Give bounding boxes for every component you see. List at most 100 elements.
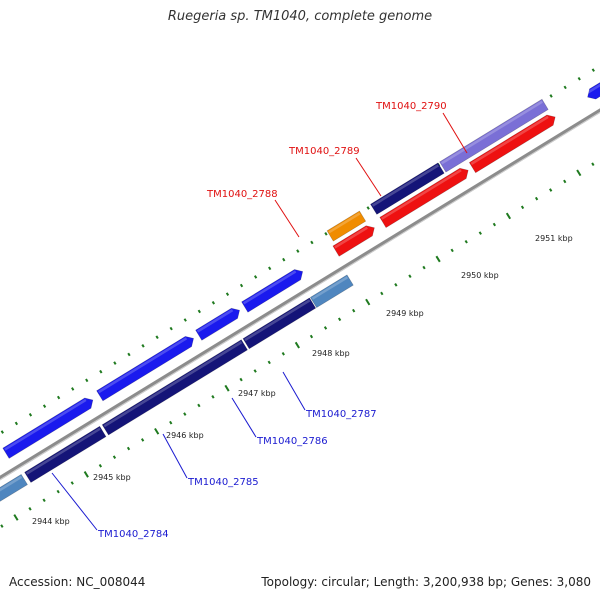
gene-label[interactable]: TM1040_2787 xyxy=(305,409,377,420)
gene-label-leader xyxy=(282,371,306,411)
scale-tick-outer xyxy=(577,76,581,81)
scale-tick-inner xyxy=(323,326,328,330)
gene-arrow xyxy=(241,269,304,313)
scale-tick-inner xyxy=(126,446,131,451)
scale-tick-inner xyxy=(267,360,271,365)
scale-tick-inner xyxy=(492,222,497,227)
gene-label[interactable]: TM1040_2784 xyxy=(97,529,169,540)
scale-tick-inner xyxy=(56,489,60,494)
gene-arrow xyxy=(96,336,194,402)
scale-tick-inner xyxy=(380,291,384,296)
gene-label[interactable]: TM1040_2788 xyxy=(206,189,278,200)
scale-tick-outer xyxy=(14,421,19,426)
scale-label: 2946 kbp xyxy=(166,431,204,440)
scale-tick-outer xyxy=(141,344,145,348)
gene-arrow-shade xyxy=(98,337,188,394)
scale-tick-outer xyxy=(183,318,187,322)
gene-arrow-tm1040-2788-highlight xyxy=(326,210,367,242)
scale-tick-inner xyxy=(549,188,553,192)
scale-label: 2945 kbp xyxy=(93,473,131,482)
scale-tick-outer xyxy=(591,68,595,72)
scale-tick-inner xyxy=(591,162,595,167)
gene-arrow-tm1040-2790-shade xyxy=(441,100,543,165)
scale-label: 2951 kbp xyxy=(535,234,573,243)
gene-label[interactable]: TM1040_2786 xyxy=(256,436,328,447)
scale-tick-inner xyxy=(294,341,300,349)
scale-tick-outer xyxy=(549,94,553,98)
scale-tick-outer xyxy=(211,300,216,305)
gene-arrow-tm1040-2790 xyxy=(439,98,549,173)
scale-label: 2948 kbp xyxy=(312,349,350,358)
scale-tick-outer xyxy=(113,361,117,365)
gene-arrow-tm1040-2787 xyxy=(309,274,354,309)
scale-tick-outer xyxy=(324,232,328,236)
gene-arrow-tm1040-2788-shade xyxy=(334,226,368,249)
scale-tick-outer xyxy=(56,395,61,400)
scale-tick-inner xyxy=(140,438,145,442)
scale-tick-inner xyxy=(281,351,285,356)
gene-arrow-tm1040-2785-shade xyxy=(103,341,243,428)
scale-tick-outer xyxy=(155,335,159,340)
scale-tick-outer xyxy=(127,352,131,357)
gene-arrow-shade xyxy=(470,115,549,165)
gene-arrow xyxy=(379,167,469,229)
scale-tick-inner xyxy=(239,377,243,382)
accession-text: Accession: NC_008044 xyxy=(9,575,146,589)
scale-tick-inner xyxy=(211,395,215,399)
scale-tick-outer xyxy=(253,275,258,279)
gene-arrow-tm1040-2786-shade xyxy=(244,299,311,342)
scale-tick-inner xyxy=(13,514,19,521)
scale-tick-inner xyxy=(154,427,160,435)
genome-backbone xyxy=(0,108,600,481)
scale-tick-inner xyxy=(422,265,426,270)
gene-arrow-tm1040-2789-shade xyxy=(371,164,439,207)
scale-tick-inner xyxy=(224,384,230,392)
scale-tick-outer xyxy=(296,249,300,253)
map-title: Ruegeria sp. TM1040, complete genome xyxy=(167,9,433,24)
scale-tick-inner xyxy=(394,283,398,287)
gene-label-leader xyxy=(231,397,257,438)
scale-tick-inner xyxy=(365,298,371,306)
scale-tick-inner xyxy=(42,498,46,503)
gene-arrow-tm1040-2787-shade xyxy=(311,276,348,300)
gene-label[interactable]: TM1040_2790 xyxy=(375,101,447,112)
gene-arrow-shade xyxy=(585,83,600,95)
scale-tick-outer xyxy=(42,404,47,408)
scale-label: 2950 kbp xyxy=(461,271,499,280)
gene-arrow-shade xyxy=(381,169,462,220)
scale-tick-outer xyxy=(99,369,103,374)
genome-backbone-highlight xyxy=(0,111,600,481)
gene-label[interactable]: TM1040_2785 xyxy=(187,477,259,488)
gene-label-leader xyxy=(442,112,468,154)
genome-stats-text: Topology: circular; Length: 3,200,938 bp… xyxy=(261,575,591,589)
gene-arrow-tm1040-2784 xyxy=(24,425,107,483)
gene-label-leader xyxy=(274,199,300,238)
scale-tick-inner xyxy=(576,169,582,177)
scale-label: 2947 kbp xyxy=(238,389,276,398)
gene-arrow-tm1040-2785 xyxy=(101,339,248,436)
gene-arrow-shade xyxy=(243,270,297,305)
scale-tick-outer xyxy=(0,430,4,434)
gene-arrow-shade xyxy=(196,309,234,333)
scale-label: 2944 kbp xyxy=(32,517,70,526)
scale-tick-inner xyxy=(450,248,454,253)
scale-tick-inner xyxy=(169,420,173,425)
scale-tick-outer xyxy=(282,257,286,262)
scale-tick-inner xyxy=(520,205,525,210)
scale-tick-outer xyxy=(310,240,314,245)
gene-label-leader xyxy=(355,157,382,197)
gene-arrow-tm1040-2789 xyxy=(370,162,445,215)
scale-tick-inner xyxy=(183,412,187,416)
scale-tick-inner xyxy=(0,524,4,528)
scale-tick-inner xyxy=(28,507,32,511)
scale-tick-inner xyxy=(197,403,201,408)
gene-arrow-shade xyxy=(4,398,87,451)
scale-tick-inner xyxy=(534,196,539,201)
scale-tick-inner xyxy=(563,179,567,184)
gene-arrow xyxy=(468,114,556,174)
scale-tick-inner xyxy=(83,471,89,478)
scale-tick-inner xyxy=(98,463,103,468)
scale-tick-outer xyxy=(169,326,173,331)
gene-label[interactable]: TM1040_2789 xyxy=(288,146,360,157)
